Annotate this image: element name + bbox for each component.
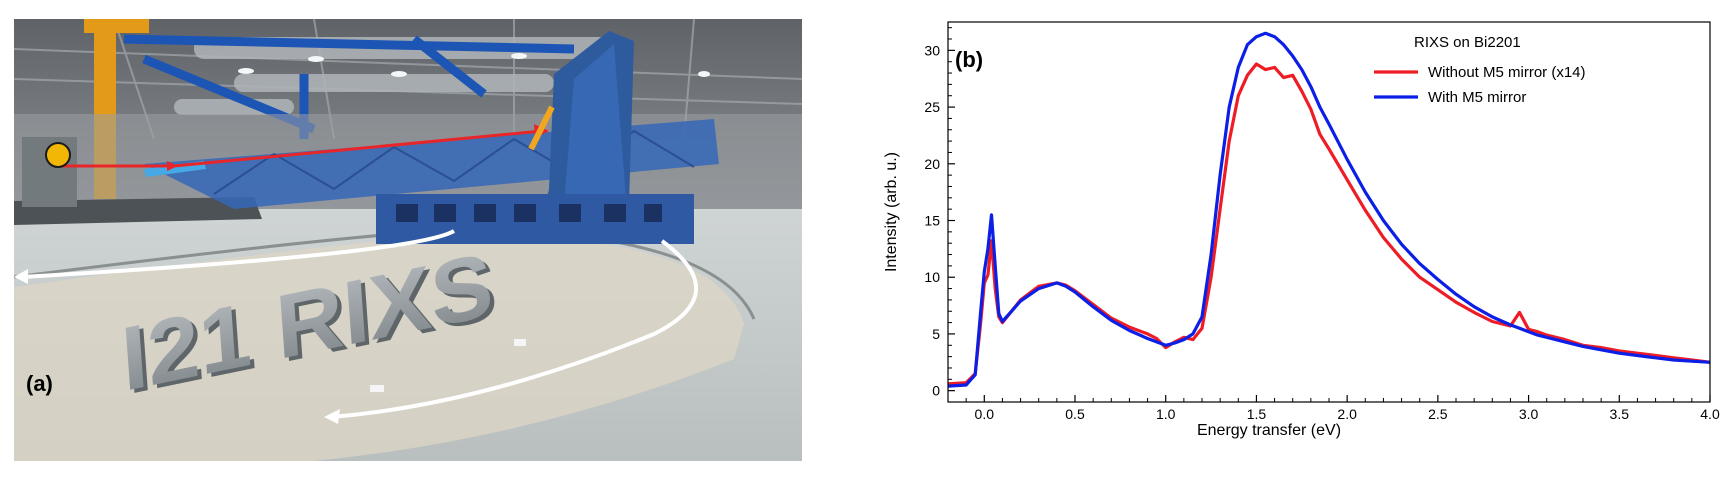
y-tick-label: 5 xyxy=(932,326,940,342)
y-axis-label: Intensity (arb. u.) xyxy=(883,152,900,272)
y-tick-label: 30 xyxy=(924,42,940,58)
floor-track xyxy=(14,234,744,461)
rixs-spectrum-panel: 0.0 0.5 1.0 1.5 2.0 2.5 3.0 3.5 4.0 0 5 10 15 20 25 30 … xyxy=(830,12,1720,480)
plot-frame xyxy=(947,21,1711,403)
detector-strip xyxy=(528,105,555,151)
beamline-photo: I21 RIXS I21 RIXS xyxy=(14,19,802,461)
x-tick-label: 3.0 xyxy=(1519,406,1539,422)
x-tick-label: 0.5 xyxy=(1065,406,1085,422)
legend-entry-2: With M5 mirror xyxy=(1428,89,1526,106)
x-tick-label: 1.5 xyxy=(1247,406,1267,422)
x-tick-label: 0.0 xyxy=(975,406,995,422)
beamline-photo-panel: I21 RIXS I21 RIXS (a) xyxy=(14,19,802,461)
y-tick-label: 20 xyxy=(924,156,940,172)
series-line-2 xyxy=(948,31,1710,388)
x-tick-label: 3.5 xyxy=(1610,406,1630,422)
x-tick-label: 1.0 xyxy=(1156,406,1176,422)
carriage-base xyxy=(376,194,694,244)
sample-marker xyxy=(45,142,71,168)
legend-title: RIXS on Bi2201 xyxy=(1414,34,1521,51)
floor-lights xyxy=(370,339,526,392)
panel-a-label: (a) xyxy=(26,371,53,396)
beam-line-2 xyxy=(173,129,543,168)
y-tick-label: 10 xyxy=(924,269,940,285)
x-axis-label: Energy transfer (eV) xyxy=(1197,422,1341,439)
legend-entry-1: Without M5 mirror (x14) xyxy=(1428,64,1586,81)
panel-b-label: (b) xyxy=(955,47,983,72)
x-tick-label: 2.0 xyxy=(1337,406,1357,422)
legend: RIXS on Bi2201 Without M5 mirror (x14) Wi… xyxy=(1374,34,1586,106)
rixs-chart: 0.0 0.5 1.0 1.5 2.0 2.5 3.0 3.5 4.0051015202530 … xyxy=(883,21,1720,439)
x-tick-label: 4.0 xyxy=(1700,406,1720,422)
x-tick-label: 2.5 xyxy=(1428,406,1448,422)
y-tick-label: 25 xyxy=(924,99,940,115)
series-line-1 xyxy=(948,62,1710,386)
y-tick-label: 0 xyxy=(932,383,940,399)
y-tick-label: 15 xyxy=(924,213,940,229)
rotation-arrows xyxy=(21,229,699,419)
